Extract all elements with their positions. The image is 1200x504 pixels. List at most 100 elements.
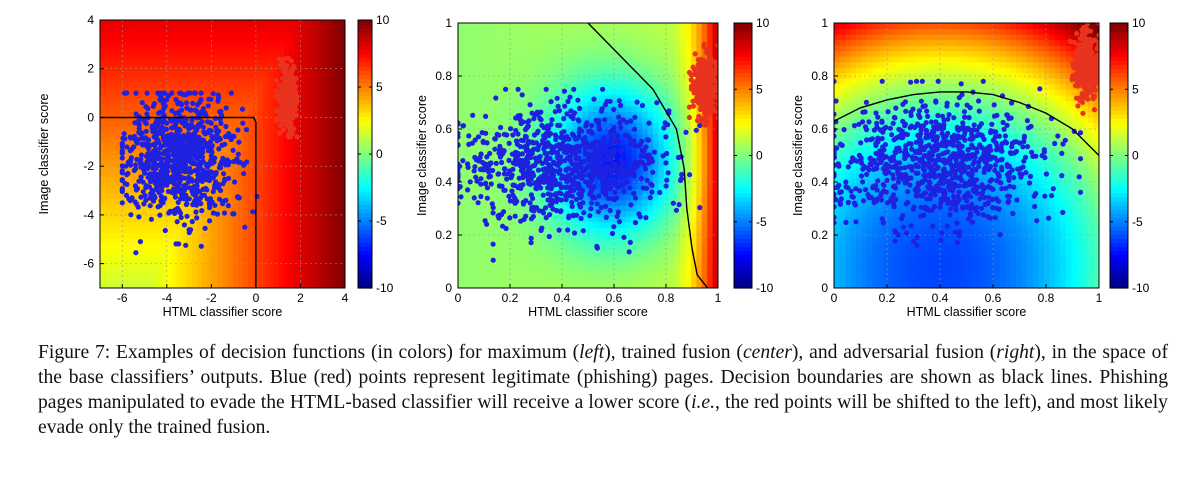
scatter-point: [1092, 79, 1098, 85]
scatter-point: [980, 185, 986, 191]
scatter-point: [890, 192, 897, 198]
scatter-point: [686, 114, 693, 121]
scatter-point: [845, 199, 852, 206]
scatter-point: [956, 95, 962, 101]
scatter-point: [858, 158, 864, 165]
scatter-point: [916, 112, 922, 118]
scatter-point: [561, 88, 568, 94]
scatter-point: [944, 103, 950, 109]
scatter-point: [884, 177, 890, 183]
scatter-point: [715, 79, 718, 85]
scatter-point: [168, 179, 174, 185]
scatter-point: [959, 150, 965, 156]
scatter-point: [990, 154, 996, 160]
scatter-point: [221, 210, 228, 216]
scatter-point: [632, 114, 638, 120]
scatter-point: [939, 130, 945, 136]
scatter-point: [885, 109, 891, 115]
scatter-point: [577, 105, 583, 111]
scatter-point: [865, 192, 871, 198]
scatter-point: [273, 108, 279, 114]
scatter-point: [487, 160, 493, 166]
scatter-point: [596, 154, 603, 160]
scatter-point: [992, 162, 999, 168]
scatter-point: [146, 184, 152, 190]
scatter-point: [618, 125, 624, 131]
scatter-point: [890, 172, 896, 178]
scatter-point: [890, 120, 896, 126]
scatter-point: [529, 207, 535, 213]
scatter-point: [961, 168, 967, 174]
scatter-point: [986, 194, 992, 200]
y-axis-label: Image classifier score: [37, 94, 51, 215]
scatter-point: [918, 98, 925, 104]
scatter-point: [181, 196, 187, 202]
scatter-point: [518, 218, 524, 224]
scatter-point: [919, 78, 925, 84]
scatter-point: [558, 134, 564, 140]
scatter-point: [467, 179, 473, 185]
scatter-point: [154, 171, 160, 178]
scatter-point: [965, 146, 972, 153]
scatter-point: [611, 124, 617, 130]
scatter-point: [1043, 171, 1049, 177]
decision-function-heatmap: [100, 20, 345, 288]
scatter-point: [611, 148, 618, 154]
x-axis-label: HTML classifier score: [907, 305, 1027, 319]
scatter-point: [500, 223, 506, 229]
scatter-point: [702, 62, 709, 68]
scatter-point: [140, 189, 146, 195]
scatter-point: [136, 129, 142, 136]
scatter-point: [509, 188, 515, 194]
scatter-point: [558, 208, 564, 214]
scatter-point: [617, 171, 623, 177]
scatter-point: [919, 123, 926, 129]
scatter-point: [598, 204, 604, 211]
scatter-point: [533, 159, 539, 166]
scatter-point: [863, 99, 870, 105]
scatter-point: [226, 159, 232, 165]
scatter-point: [900, 213, 906, 219]
scatter-point: [220, 181, 226, 187]
scatter-point: [552, 182, 559, 188]
scatter-point: [632, 220, 639, 226]
scatter-point: [856, 121, 862, 127]
scatter-point: [858, 173, 865, 179]
scatter-point: [239, 106, 246, 112]
scatter-point: [1006, 177, 1012, 183]
scatter-point: [975, 184, 981, 190]
scatter-point: [195, 124, 201, 130]
scatter-point: [128, 212, 134, 218]
scatter-point: [929, 145, 935, 151]
scatter-point: [183, 201, 189, 208]
scatter-point: [997, 232, 1003, 238]
y-tick-label: 0: [87, 110, 94, 124]
scatter-point: [136, 214, 142, 220]
scatter-point: [908, 223, 914, 229]
scatter-point: [487, 150, 493, 157]
scatter-point: [210, 174, 216, 180]
scatter-point: [853, 186, 859, 192]
scatter-point: [550, 159, 557, 165]
scatter-point: [216, 183, 222, 189]
scatter-point: [643, 215, 649, 221]
scatter-point: [520, 175, 526, 181]
scatter-point: [986, 166, 992, 173]
scatter-point: [698, 89, 704, 95]
x-tick-label: 0.8: [658, 291, 675, 305]
scatter-point: [974, 149, 980, 155]
scatter-point: [1089, 39, 1095, 45]
scatter-point: [201, 110, 207, 116]
scatter-point: [478, 181, 484, 187]
scatter-point: [995, 146, 1002, 152]
scatter-point: [520, 182, 526, 188]
scatter-point: [602, 146, 609, 152]
scatter-point: [1082, 44, 1088, 50]
scatter-point: [1070, 73, 1076, 79]
scatter-point: [955, 127, 962, 133]
scatter-point: [692, 51, 698, 57]
scatter-point: [1052, 140, 1058, 147]
scatter-point: [156, 189, 162, 195]
scatter-point: [144, 111, 150, 117]
scatter-point: [150, 198, 157, 204]
